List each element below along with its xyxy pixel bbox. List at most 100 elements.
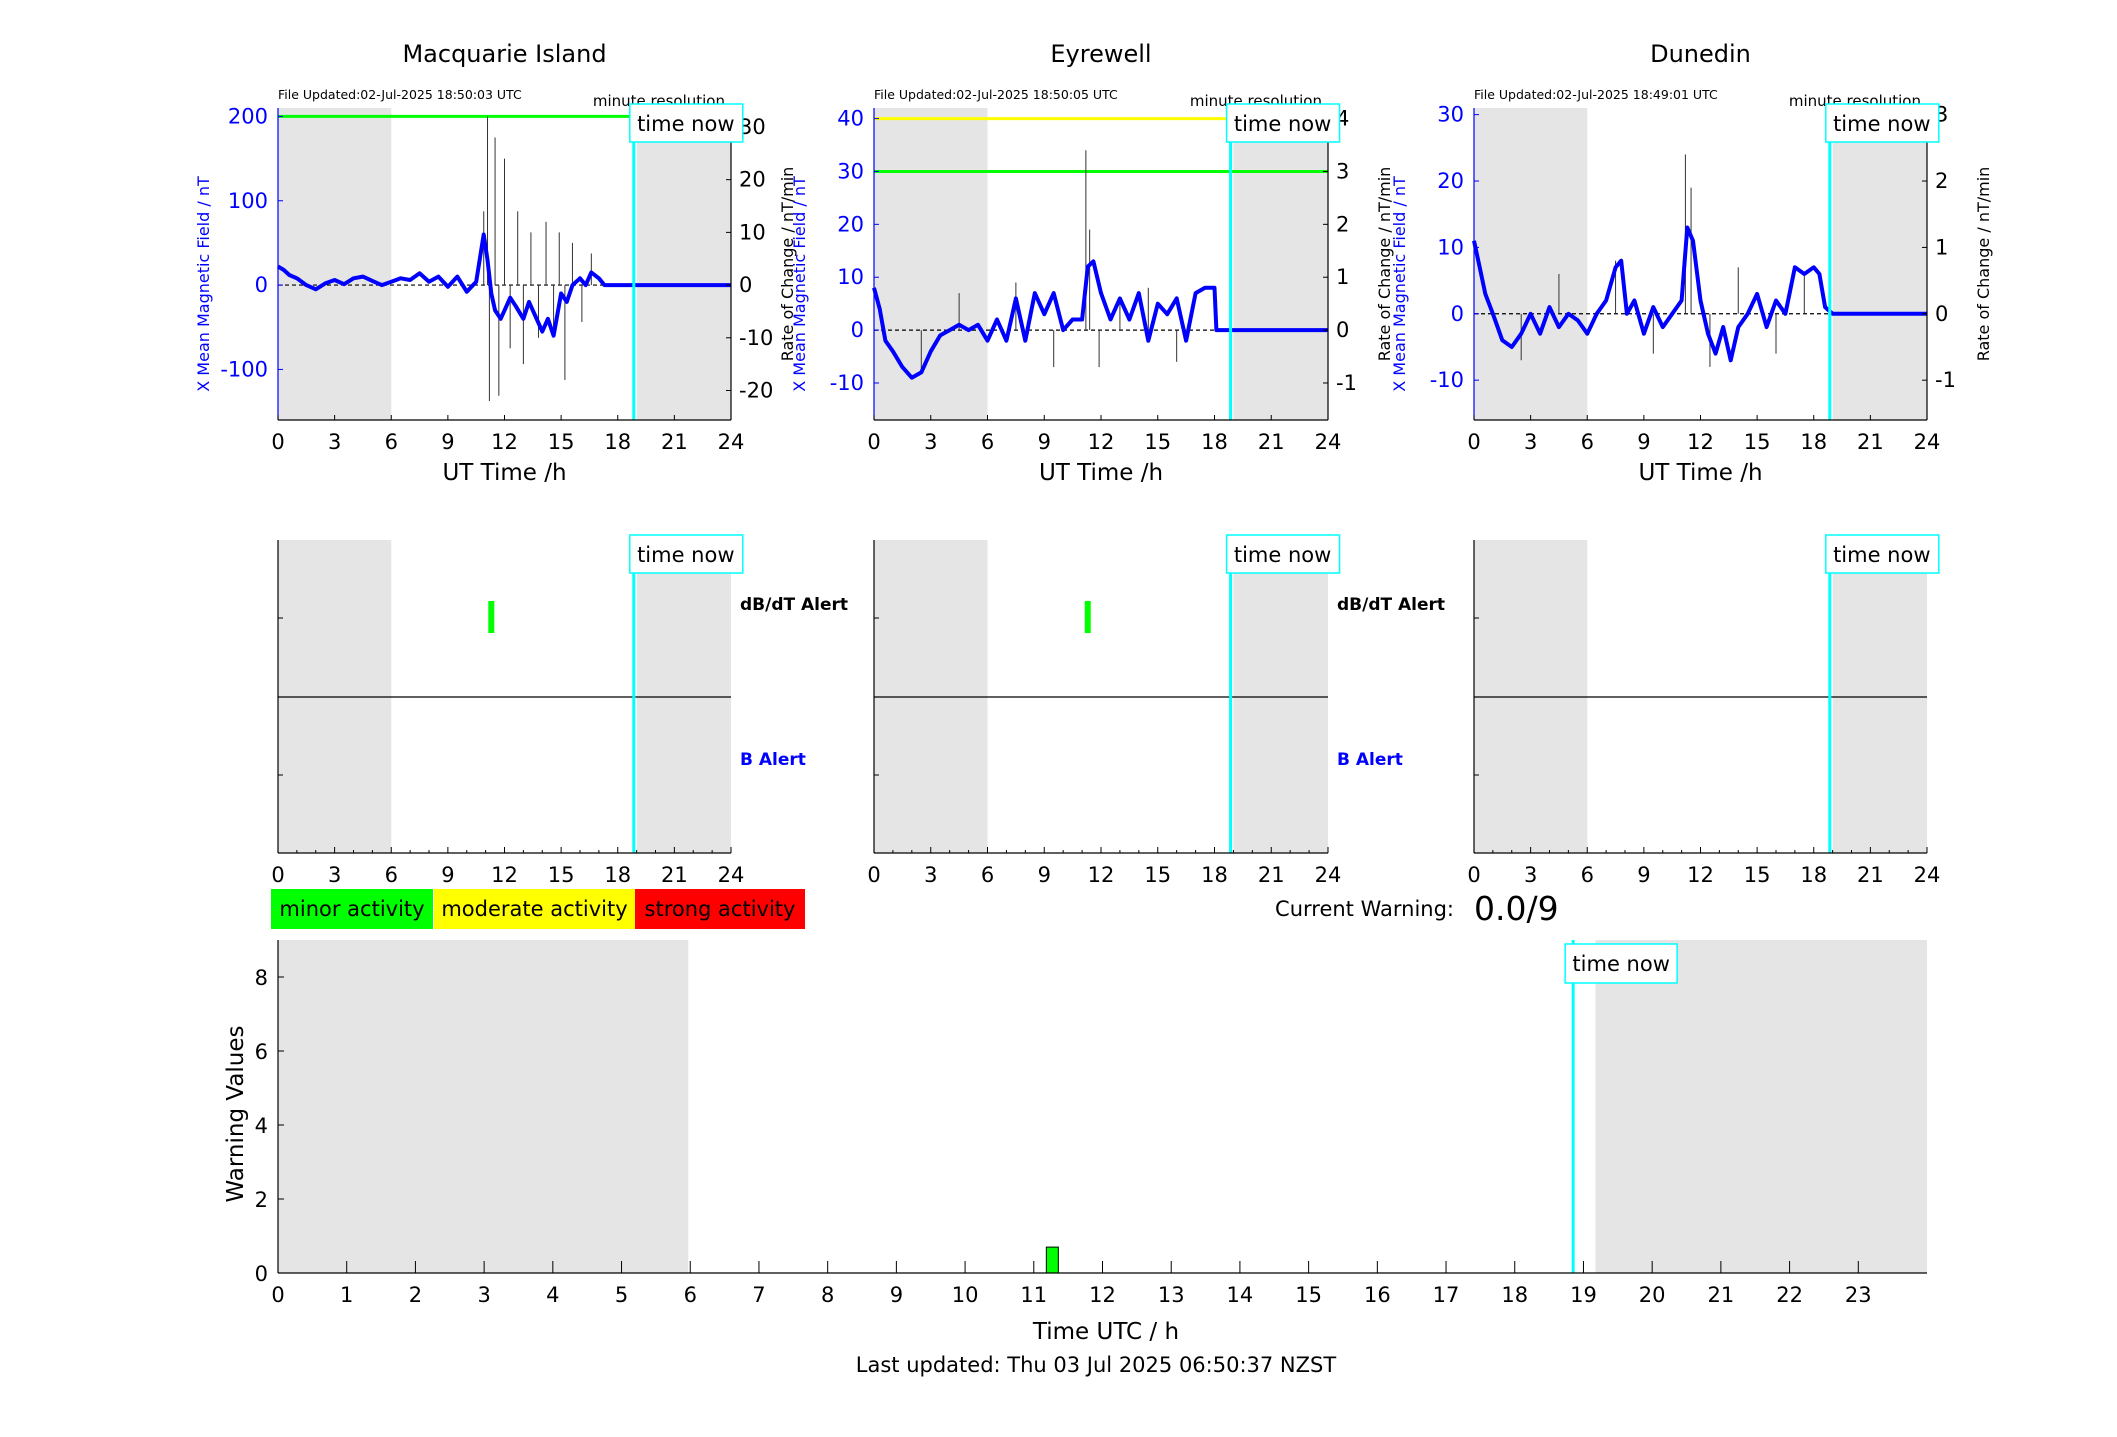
warning-x-tick-label: 9: [890, 1283, 903, 1307]
dunedin-y-tick-label-left: 10: [1437, 235, 1464, 259]
dunedin-alert-x-tick-label: 24: [1914, 863, 1941, 887]
axes-frames-layer: [277, 108, 1928, 1274]
eyrewell-dbdt-alert-label: dB/dT Alert: [1337, 595, 1445, 615]
macquarie-island-dbdt-alert-label: dB/dT Alert: [740, 595, 848, 615]
dunedin-alert-x-tick-label: 9: [1637, 863, 1650, 887]
dunedin-file-updated: File Updated:02-Jul-2025 18:49:01 UTC: [1474, 87, 1718, 102]
macquarie-island-time-now-label: time now: [637, 112, 734, 136]
warning-x-tick-label: 1: [340, 1283, 353, 1307]
current-warning-value: 0.0/9: [1474, 889, 1559, 928]
eyrewell-alert-x-tick-label: 15: [1144, 863, 1171, 887]
dunedin-alert-x-tick-label: 12: [1687, 863, 1714, 887]
dunedin-x-tick-label: 6: [1581, 430, 1594, 454]
macquarie-island-alert-x-tick-label: 9: [441, 863, 454, 887]
eyrewell-x-tick-label: 9: [1038, 430, 1051, 454]
warning-x-tick-label: 7: [752, 1283, 765, 1307]
dunedin-title: Dunedin: [1650, 40, 1751, 68]
eyrewell-y-tick-label-left: 30: [837, 159, 864, 183]
eyrewell-x-axis-label: UT Time /h: [1039, 460, 1163, 486]
warning-bar: [1045, 1246, 1059, 1274]
macquarie-island-time-now-box: [629, 103, 744, 143]
reference-lines-layer: [278, 114, 1927, 698]
warning-x-tick-label: 15: [1295, 1283, 1322, 1307]
dunedin-x-tick-label: 21: [1857, 430, 1884, 454]
macquarie-island-x-tick-label: 6: [385, 430, 398, 454]
eyrewell-alert-x-tick-label: 21: [1258, 863, 1285, 887]
dunedin-y-tick-label-left: 20: [1437, 169, 1464, 193]
dunedin-y-axis-label-left: X Mean Magnetic Field / nT: [1390, 176, 1409, 392]
eyrewell-alert-x-tick-label: 12: [1088, 863, 1115, 887]
eyrewell-alert-x-tick-label: 0: [867, 863, 880, 887]
macquarie-island-alert-x-tick-label: 12: [491, 863, 518, 887]
macquarie-island-x-tick-label: 0: [271, 430, 284, 454]
eyrewell-y-tick-label-right: 3: [1336, 159, 1349, 183]
macquarie-island-field-line: [276, 232, 731, 338]
eyrewell-y-tick-label-left: 40: [837, 107, 864, 131]
dunedin-alert-x-tick-label: 6: [1581, 863, 1594, 887]
dunedin-y-tick-label-right: 2: [1935, 169, 1948, 193]
macquarie-island-x-axis-label: UT Time /h: [442, 460, 566, 486]
warning-x-tick-label: 22: [1776, 1283, 1803, 1307]
legend-label-minor: minor activity: [279, 897, 424, 921]
warning-x-tick-label: 8: [821, 1283, 834, 1307]
eyrewell-time-now-label: time now: [1234, 112, 1331, 136]
warning-y-tick-label: 6: [255, 1040, 268, 1064]
dunedin-x-tick-label: 3: [1524, 430, 1537, 454]
eyrewell-title: Eyrewell: [1050, 40, 1151, 68]
eyrewell-night-shade: [1233, 108, 1328, 420]
eyrewell-y-axis-label-right: Rate of Change / nT/min: [1375, 167, 1394, 362]
labels-layer: 0 3 6 9 12 15 18 21 24-1000100200-20-100102030Ma…: [194, 40, 1993, 1307]
eyrewell-y-tick-label-left: 0: [851, 318, 864, 342]
eyrewell-x-tick-label: 21: [1258, 430, 1285, 454]
macquarie-island-alert-x-tick-label: 18: [604, 863, 631, 887]
warning-night-shade: [1595, 940, 1927, 1273]
macquarie-island-alert-x-tick-label: 15: [548, 863, 575, 887]
dunedin-night-shade: [1474, 108, 1588, 420]
macquarie-island-x-tick-label: 18: [604, 430, 631, 454]
macquarie-island-x-tick-label: 3: [328, 430, 341, 454]
warning-y-tick-label: 2: [255, 1188, 268, 1212]
macquarie-island-alert-time-now-label: time now: [637, 543, 734, 567]
macquarie-island-y-axis-label-left: X Mean Magnetic Field / nT: [194, 176, 213, 392]
macquarie-island-alert-x-tick-label: 0: [271, 863, 284, 887]
macquarie-island-x-tick-label: 12: [491, 430, 518, 454]
warning-time-now-label: time now: [1572, 952, 1669, 976]
macquarie-island-alert-x-tick-label: 6: [385, 863, 398, 887]
warning-x-tick-label: 12: [1089, 1283, 1116, 1307]
warning-x-tick-label: 16: [1364, 1283, 1391, 1307]
warning-y-tick-label: 4: [255, 1114, 268, 1138]
dunedin-alert-x-tick-label: 0: [1467, 863, 1480, 887]
warning-x-tick-label: 5: [615, 1283, 628, 1307]
macquarie-island-file-updated: File Updated:02-Jul-2025 18:50:03 UTC: [278, 87, 522, 102]
macquarie-island-y-tick-label-left: -100: [220, 357, 268, 381]
dunedin-y-tick-label-left: 30: [1437, 103, 1464, 127]
eyrewell-y-tick-label-right: 0: [1336, 318, 1349, 342]
warning-y-tick-label: 8: [255, 966, 268, 990]
eyrewell-alert-x-tick-label: 6: [981, 863, 994, 887]
data-layer: [276, 108, 1927, 1274]
macquarie-island-y-tick-label-right: 0: [739, 273, 752, 297]
dunedin-field-line: [1472, 225, 1927, 363]
warning-x-tick-label: 14: [1227, 1283, 1254, 1307]
eyrewell-night-shade: [874, 108, 988, 420]
eyrewell-alert-x-tick-label: 9: [1038, 863, 1051, 887]
eyrewell-y-tick-label-left: -10: [830, 371, 864, 395]
macquarie-island-y-tick-label-left: 100: [228, 189, 268, 213]
macquarie-island-y-tick-label-left: 200: [228, 104, 268, 128]
macquarie-island-x-tick-label: 15: [548, 430, 575, 454]
macquarie-island-alert-time-now-box: [629, 534, 744, 574]
eyrewell-file-updated: File Updated:02-Jul-2025 18:50:05 UTC: [874, 87, 1118, 102]
dunedin-alert-x-tick-label: 21: [1857, 863, 1884, 887]
eyrewell-x-tick-label: 0: [867, 430, 880, 454]
dunedin-y-tick-label-right: 1: [1935, 235, 1948, 259]
warning-x-tick-label: 4: [546, 1283, 559, 1307]
eyrewell-alert-x-tick-label: 3: [924, 863, 937, 887]
eyrewell-field-line: [872, 259, 1328, 380]
legend-swatch-minor: [271, 889, 433, 929]
warning-x-tick-label: 23: [1845, 1283, 1872, 1307]
legend-label-strong: strong activity: [645, 897, 796, 921]
dunedin-alert-x-tick-label: 15: [1744, 863, 1771, 887]
dunedin-x-tick-label: 18: [1800, 430, 1827, 454]
dunedin-time-now-box: [1825, 103, 1940, 143]
macquarie-island-y-tick-label-right: 10: [739, 220, 766, 244]
